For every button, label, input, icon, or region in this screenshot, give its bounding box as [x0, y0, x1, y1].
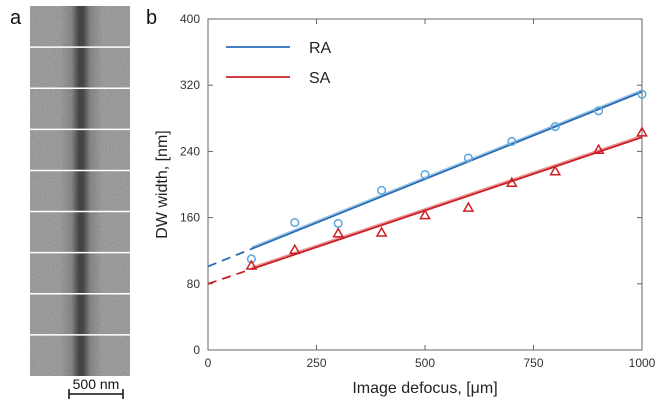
x-tick-label: 0	[205, 356, 212, 370]
ra-fit-shadow	[251, 89, 643, 249]
domain-wall-band	[60, 211, 102, 253]
sa-fit-extrapolation	[207, 268, 252, 285]
domain-wall-band	[60, 47, 102, 89]
ra-fit-extrapolation	[207, 248, 252, 268]
micrograph-strip	[30, 46, 130, 89]
micrograph-strip	[30, 169, 130, 212]
y-tick-label: 400	[180, 12, 200, 26]
ra-point	[637, 89, 647, 99]
ra-fit-line	[251, 90, 643, 250]
data-markers	[245, 89, 648, 270]
x-axis-title: Image defocus, [μm]	[352, 380, 497, 397]
x-tick-label: 750	[523, 356, 543, 370]
ra-point	[333, 218, 343, 228]
domain-wall-band	[60, 88, 102, 130]
y-tick-label: 240	[180, 144, 200, 158]
domain-wall-band	[60, 129, 102, 171]
domain-wall-band	[60, 252, 102, 294]
sa-point	[549, 165, 562, 176]
panel-b-label: b	[146, 7, 157, 29]
micrograph-strip	[30, 251, 130, 294]
y-tick-label: 0	[193, 343, 200, 357]
sa-point	[636, 126, 648, 137]
sa-point	[245, 259, 258, 270]
sa-point	[592, 143, 605, 154]
micrograph-strip	[30, 293, 130, 335]
y-axis-title: DW width, [nm]	[154, 130, 171, 238]
domain-wall-band	[60, 170, 102, 212]
scale-bar-label: 500 nm	[73, 376, 120, 392]
y-tick-label: 160	[180, 211, 200, 225]
micrograph-strip	[30, 6, 130, 48]
domain-wall-band	[60, 293, 102, 335]
ra-point	[550, 122, 560, 132]
micrograph-strip	[30, 334, 130, 376]
ra-point	[507, 136, 517, 147]
micrograph-strip	[30, 128, 130, 171]
sa-point	[332, 227, 345, 238]
ra-point	[290, 218, 300, 228]
ra-point	[420, 170, 430, 180]
x-tick-label: 250	[306, 356, 326, 370]
sa-point	[419, 209, 431, 220]
legend: RA SA	[226, 40, 332, 87]
sa-point	[505, 176, 518, 188]
axes: 0 250 500 750 1000 0 80 160 240 320 400	[180, 12, 655, 370]
x-tick-label: 1000	[629, 356, 655, 370]
fit-lines	[207, 89, 643, 285]
legend-label-ra: RA	[309, 40, 332, 57]
y-tick-label: 320	[180, 78, 200, 92]
sa-point	[462, 201, 475, 212]
x-tick-label: 500	[415, 356, 435, 370]
domain-wall-band	[60, 6, 102, 48]
sa-fit-line	[251, 136, 643, 271]
micrograph-strip	[30, 87, 130, 130]
chart: 0 250 500 750 1000 0 80 160 240 320 400 RA SA Image…	[154, 12, 655, 397]
panel-a-label: a	[10, 7, 22, 29]
sa-point	[375, 226, 388, 237]
y-tick-label: 80	[187, 277, 201, 291]
ra-point	[377, 185, 387, 195]
scale-bar: 500 nm	[68, 376, 124, 399]
sa-point	[288, 243, 301, 255]
legend-label-sa: SA	[309, 70, 331, 87]
ra-point	[246, 254, 256, 264]
plot-frame	[207, 18, 643, 351]
sa-fit-shadow	[251, 134, 643, 269]
ra-point	[594, 106, 604, 116]
ra-point	[463, 153, 473, 163]
micrograph-strip	[30, 210, 130, 253]
micrograph-stack	[30, 6, 130, 376]
domain-wall-band	[60, 334, 102, 376]
